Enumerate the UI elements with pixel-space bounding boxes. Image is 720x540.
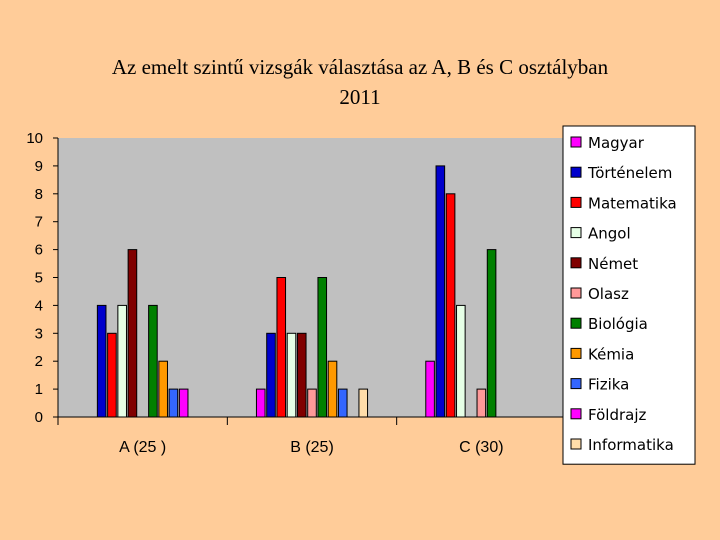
y-tick-label: 2 xyxy=(35,353,43,370)
legend-swatch xyxy=(570,378,582,390)
legend-swatch xyxy=(570,438,582,450)
legend-label: Német xyxy=(588,255,638,273)
bar xyxy=(327,360,338,418)
bar xyxy=(96,304,107,418)
bar xyxy=(127,249,138,418)
legend-label: Magyar xyxy=(588,134,645,152)
y-tick-label: 1 xyxy=(35,381,43,398)
legend-swatch xyxy=(570,227,582,239)
legend-label: Olasz xyxy=(588,285,629,303)
bar xyxy=(178,388,189,418)
bar xyxy=(317,277,328,418)
chart-title: Az emelt szintű vizsgák választása az A,… xyxy=(0,52,720,112)
legend-swatch xyxy=(570,347,582,359)
legend-swatch xyxy=(570,196,582,208)
bar xyxy=(117,304,127,418)
bar xyxy=(266,332,276,418)
x-axis: A (25 ) B (25) C (30) xyxy=(57,416,567,456)
legend-label: Informatika xyxy=(588,436,674,454)
bar xyxy=(337,388,348,418)
legend-label: Földrajz xyxy=(588,406,646,424)
bar xyxy=(307,388,317,418)
bar xyxy=(358,388,369,418)
bar xyxy=(296,332,307,418)
bar xyxy=(445,193,456,418)
legend-label: Angol xyxy=(588,225,631,243)
y-tick-label: 8 xyxy=(35,186,43,203)
bar xyxy=(425,360,435,418)
bar xyxy=(456,304,466,418)
legend-label: Biológia xyxy=(588,315,648,333)
y-axis: 0 1 2 3 4 5 6 7 8 9 10 xyxy=(26,130,59,426)
bar xyxy=(276,277,287,418)
y-tick-label: 9 xyxy=(35,158,43,175)
legend-swatch xyxy=(570,408,582,420)
bar xyxy=(148,304,158,418)
bar xyxy=(286,332,297,418)
legend-swatch xyxy=(570,136,582,148)
legend-label: Fizika xyxy=(588,376,629,394)
chart-title-line: Az emelt szintű vizsgák választása az A,… xyxy=(111,55,609,79)
legend-label: Történelem xyxy=(587,164,672,182)
bars-group xyxy=(96,165,497,418)
legend-swatch xyxy=(570,317,582,329)
bar xyxy=(435,165,446,418)
bar xyxy=(255,388,266,418)
legend-swatch xyxy=(570,287,582,299)
x-category-label: B (25) xyxy=(290,439,334,456)
legend-swatch xyxy=(570,257,582,269)
x-category-label: C (30) xyxy=(459,439,503,456)
legend-label: Matematika xyxy=(588,194,677,212)
bar xyxy=(476,388,487,418)
y-tick-label: 0 xyxy=(35,409,43,426)
bar xyxy=(158,360,168,418)
bar xyxy=(107,332,117,418)
y-tick-label: 10 xyxy=(26,130,43,147)
chart-subtitle-line: 2011 xyxy=(339,85,381,109)
bar xyxy=(486,249,497,418)
legend-swatch xyxy=(570,166,582,178)
x-category-label: A (25 ) xyxy=(119,439,166,456)
legend-box xyxy=(562,125,696,465)
legend: Magyar Történelem Matematika Angol Német Olas… xyxy=(562,125,696,465)
plot-area xyxy=(58,138,566,417)
y-tick-label: 4 xyxy=(35,297,43,314)
y-tick-label: 7 xyxy=(35,214,43,231)
y-tick-label: 6 xyxy=(35,242,43,259)
legend-label: Kémia xyxy=(588,345,634,363)
y-tick-label: 3 xyxy=(35,325,43,342)
y-tick-label: 5 xyxy=(35,270,43,287)
bar xyxy=(168,388,179,418)
